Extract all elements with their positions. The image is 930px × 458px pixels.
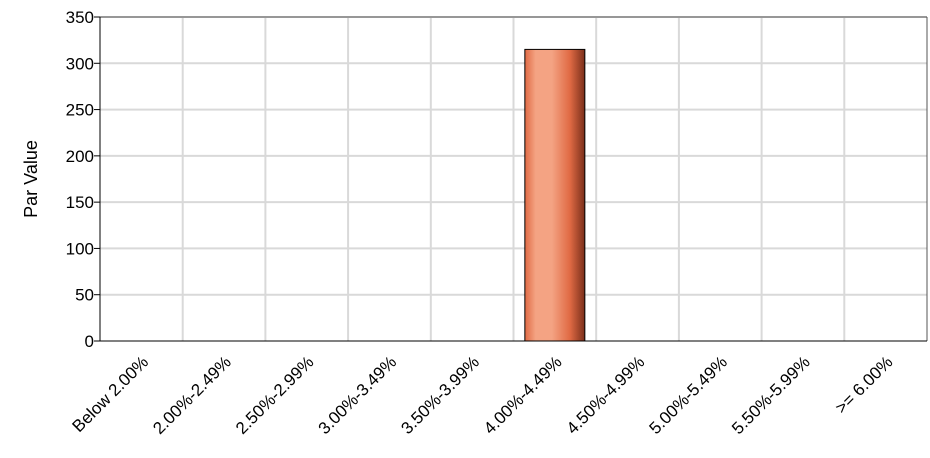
y-tick-label: 300 [66, 54, 94, 73]
bar [524, 48, 586, 342]
gridlines [100, 16, 927, 341]
y-tick-label: 0 [85, 332, 94, 351]
y-tick-label: 350 [66, 8, 94, 27]
y-tick-label: 50 [75, 286, 94, 305]
x-tick-label: 3.00%-3.49% [315, 352, 401, 438]
x-tick-label: 3.50%-3.99% [397, 352, 483, 438]
x-tick-label: 5.00%-5.49% [645, 352, 731, 438]
x-tick-labels: Below 2.00%2.00%-2.49%2.50%-2.99%3.00%-3… [69, 352, 897, 438]
x-tick-label: 2.50%-2.99% [232, 352, 318, 438]
y-tick-label: 200 [66, 147, 94, 166]
bars [524, 48, 586, 342]
x-tick-label: 5.50%-5.99% [728, 352, 814, 438]
y-tick-label: 100 [66, 239, 94, 258]
y-axis-label: Par Value [21, 140, 41, 218]
x-tick-label: 4.00%-4.49% [480, 352, 566, 438]
y-tick-label: 150 [66, 193, 94, 212]
x-tick-label: 4.50%-4.99% [563, 352, 649, 438]
x-tick-label: 2.00%-2.49% [149, 352, 235, 438]
y-tick-labels: 0 50 100 150 200 250 300 350 [66, 8, 94, 351]
x-tick-label: Below 2.00% [69, 352, 153, 436]
axes [94, 16, 928, 342]
y-tick-label: 250 [66, 101, 94, 120]
x-tick-label: >= 6.00% [832, 352, 897, 417]
